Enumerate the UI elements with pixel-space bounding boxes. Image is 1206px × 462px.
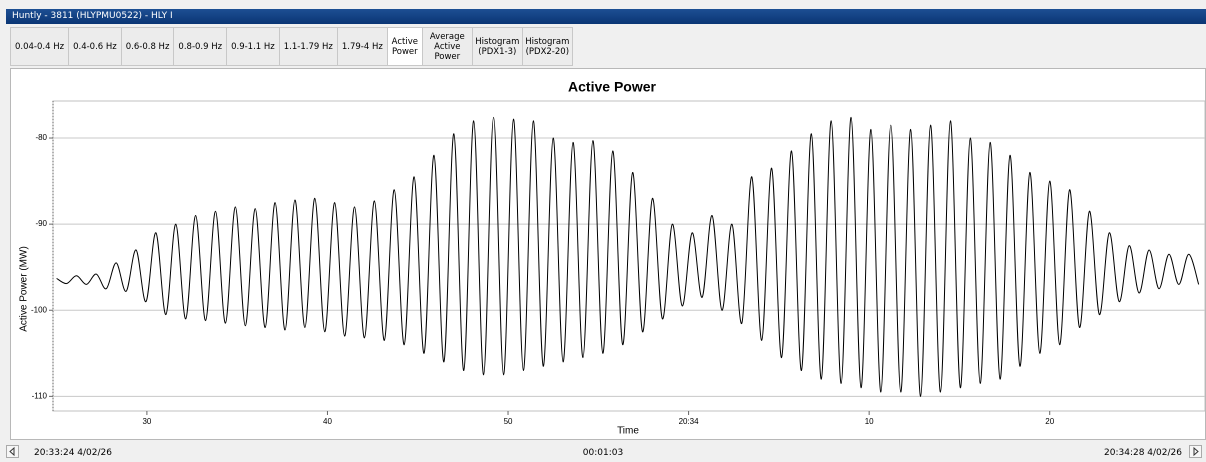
tab[interactable]: 1.79-4 Hz (336, 27, 388, 66)
plot-area (52, 100, 1206, 412)
x-tick-label: 20 (1045, 417, 1054, 426)
previous-button[interactable] (6, 445, 19, 458)
icon (9, 446, 15, 457)
x-tick-label: 30 (142, 417, 151, 426)
y-tick-label: -110 (32, 391, 48, 400)
x-tick-label: 50 (504, 417, 513, 426)
y-tick-label: -80 (35, 133, 47, 142)
tab[interactable]: 0.6-0.8 Hz (120, 27, 175, 66)
x-axis-label: Time (617, 426, 639, 437)
x-tick-label: 20:34 (679, 417, 700, 426)
x-tick-label: 10 (865, 417, 874, 426)
icon (1193, 446, 1199, 457)
x-tick-label: 40 (323, 417, 332, 426)
tab[interactable]: Active Power (386, 27, 423, 66)
y-axis-label: Active Power (MW) (19, 246, 30, 332)
y-tick-label: -90 (35, 219, 47, 228)
y-tick-label: -100 (31, 305, 48, 314)
tab[interactable]: 1.1-1.79 Hz (278, 27, 338, 66)
arrow (9, 446, 15, 457)
chart-title: Active Power (568, 79, 656, 95)
tab[interactable]: 0.8-0.9 Hz (173, 27, 228, 66)
chart: Active Power Active Power (MW) Time -80 -… (19, 79, 1206, 437)
tab[interactable]: Histogram (PDX2-20) (521, 27, 573, 66)
arrow (1193, 446, 1199, 457)
window-title: Huntly - 3811 (HLYPMU0522) - HLY I (6, 9, 1206, 24)
time-navigator: 20:33:24 4/02/26 00:01:03 20:34:28 4/02/… (0, 442, 1206, 462)
duration: 00:01:03 (582, 448, 624, 458)
tab[interactable]: 0.9-1.1 Hz (226, 27, 280, 66)
tab-strip: 0.04-0.4 Hz 0.4-0.6 Hz 0.6-0.8 Hz 0.8-0.9 H… (10, 27, 573, 66)
tab[interactable]: Average Active Power (421, 27, 473, 66)
chart-panel: Active Power Active Power (MW) Time -80 -… (10, 68, 1206, 440)
data-line (56, 116, 1200, 397)
start-time: 20:33:24 4/02/26 (34, 448, 112, 458)
end-time: 20:34:28 4/02/26 (1104, 448, 1182, 458)
tab[interactable]: 0.04-0.4 Hz (10, 27, 70, 66)
next-button[interactable] (1189, 445, 1202, 458)
tab[interactable]: Histogram (PDX1-3) (471, 27, 523, 66)
tab[interactable]: 0.4-0.6 Hz (68, 27, 122, 66)
